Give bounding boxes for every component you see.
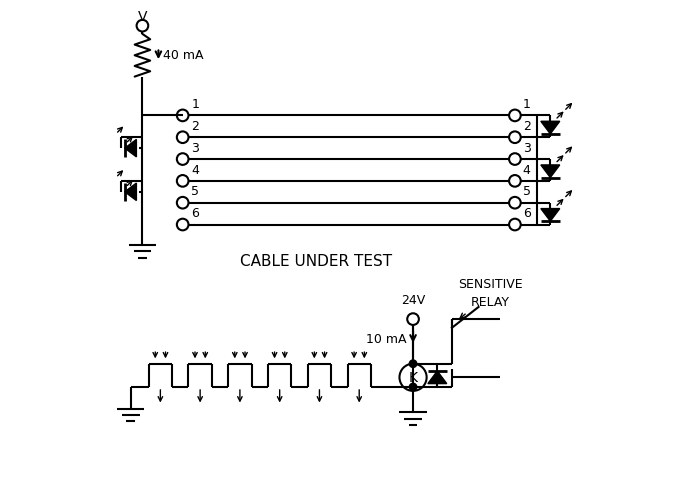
Text: 2: 2 bbox=[523, 120, 531, 133]
Text: K: K bbox=[409, 371, 417, 384]
Circle shape bbox=[410, 361, 416, 367]
Text: 10 mA: 10 mA bbox=[366, 333, 406, 345]
Text: 1: 1 bbox=[191, 98, 200, 111]
Text: 2: 2 bbox=[191, 120, 200, 133]
Polygon shape bbox=[541, 209, 560, 222]
Text: 6: 6 bbox=[523, 207, 531, 220]
Text: V: V bbox=[138, 10, 147, 24]
Text: 4: 4 bbox=[191, 163, 200, 176]
Text: CABLE UNDER TEST: CABLE UNDER TEST bbox=[240, 254, 392, 269]
Polygon shape bbox=[428, 371, 447, 384]
Text: 40 mA: 40 mA bbox=[163, 49, 204, 62]
Polygon shape bbox=[125, 183, 136, 201]
Text: 6: 6 bbox=[191, 207, 200, 220]
Text: SENSITIVE
RELAY: SENSITIVE RELAY bbox=[458, 277, 523, 308]
Text: 5: 5 bbox=[191, 185, 200, 198]
Text: 24V: 24V bbox=[401, 293, 425, 306]
Text: 3: 3 bbox=[191, 141, 200, 154]
Polygon shape bbox=[541, 166, 560, 178]
Text: 4: 4 bbox=[523, 163, 531, 176]
Polygon shape bbox=[125, 140, 136, 158]
Polygon shape bbox=[541, 122, 560, 135]
Circle shape bbox=[410, 384, 416, 391]
Text: 1: 1 bbox=[523, 98, 531, 111]
Text: 3: 3 bbox=[523, 141, 531, 154]
Text: 5: 5 bbox=[523, 185, 531, 198]
